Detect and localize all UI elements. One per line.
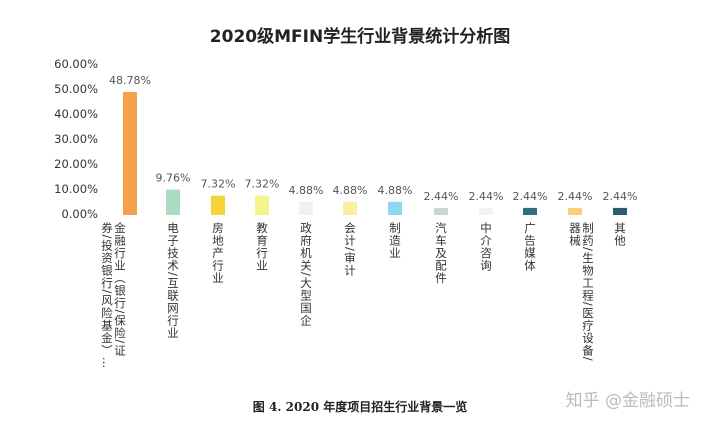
bar — [299, 201, 313, 215]
chart-title: 2020级MFIN学生行业背景统计分析图 — [209, 27, 511, 47]
x-category-label: 教育行业 — [255, 222, 269, 272]
watermark: 知乎 @金融硕士 — [565, 391, 690, 411]
x-category-label: 政府机关/大型国企 — [299, 222, 313, 327]
y-tick-label: 10.00% — [54, 182, 98, 196]
x-category-label: 制药/生物工程/医疗设备/器械 — [568, 222, 595, 362]
data-label: 48.78% — [109, 74, 151, 87]
data-label: 4.88% — [289, 184, 324, 197]
y-tick-label: 0.00% — [61, 207, 98, 221]
x-category-label: 电子技术/互联网行业 — [166, 222, 180, 340]
bar — [434, 207, 448, 215]
bar — [343, 201, 357, 215]
data-label: 2.44% — [513, 190, 548, 203]
y-tick-label: 60.00% — [54, 57, 98, 71]
x-category-label: 制造业 — [388, 222, 402, 260]
bar — [388, 201, 402, 215]
x-category-label: 中介咨询 — [479, 222, 493, 272]
x-category-label: 其他 — [613, 222, 627, 247]
data-label: 4.88% — [333, 184, 368, 197]
x-category-label: 会计/审计 — [343, 222, 357, 277]
data-label: 2.44% — [558, 190, 593, 203]
data-label: 2.44% — [424, 190, 459, 203]
data-label: 7.32% — [245, 178, 280, 191]
data-label: 7.32% — [201, 178, 236, 191]
x-category-label: 广告媒体 — [523, 222, 537, 272]
bar — [523, 207, 537, 215]
data-label: 2.44% — [469, 190, 504, 203]
x-category-label: 房地产行业 — [211, 222, 225, 285]
data-label: 4.88% — [378, 184, 413, 197]
bar — [123, 92, 137, 215]
bar — [166, 189, 180, 215]
figure-caption: 图 4. 2020 年度项目招生行业背景一览 — [252, 400, 468, 414]
x-category-label: 汽车及配件 — [434, 222, 448, 285]
data-label: 9.76% — [156, 172, 191, 185]
x-category-label: 金融行业（银行/保险/证券/投资银行/风险基金）… — [100, 222, 127, 370]
y-tick-label: 50.00% — [54, 82, 98, 96]
bar — [211, 195, 225, 215]
bar — [479, 207, 493, 215]
bar — [255, 195, 269, 215]
data-label: 2.44% — [603, 190, 638, 203]
bar — [613, 207, 627, 215]
y-tick-label: 20.00% — [54, 157, 98, 171]
y-tick-label: 40.00% — [54, 107, 98, 121]
bar — [568, 207, 582, 215]
y-tick-label: 30.00% — [54, 132, 98, 146]
